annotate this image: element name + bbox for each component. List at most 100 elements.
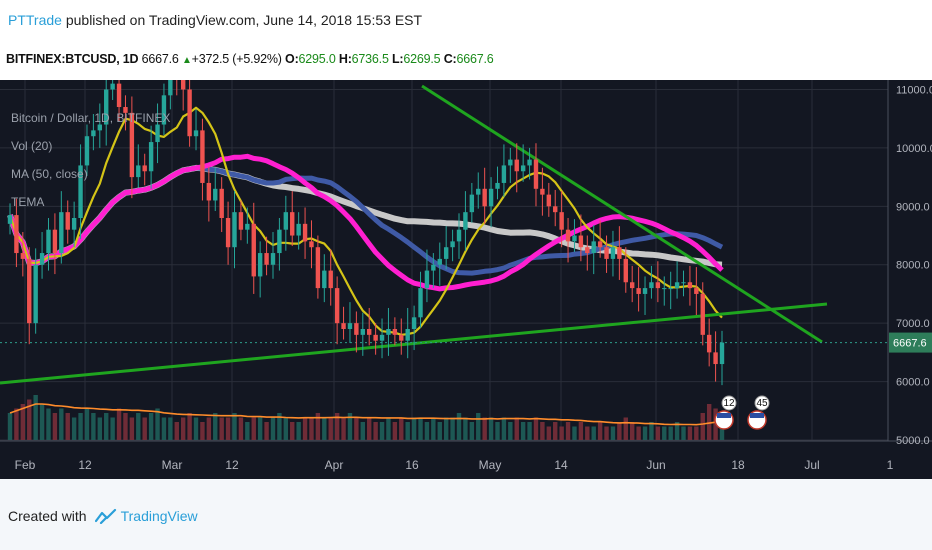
volume-bar	[514, 417, 519, 440]
candle-body	[437, 258, 442, 265]
volume-bar	[482, 417, 487, 440]
candle-body	[540, 188, 545, 195]
candle-body	[187, 89, 192, 137]
volume-bar	[161, 417, 167, 440]
candle-body	[33, 264, 38, 324]
candle-body	[501, 165, 507, 183]
volume-bar	[97, 417, 103, 440]
price-axis-bg	[888, 80, 932, 479]
candle-body	[597, 241, 603, 248]
volume-bar	[649, 422, 654, 440]
volume-bar	[431, 417, 436, 440]
volume-bar	[469, 422, 475, 440]
volume-bar	[302, 417, 308, 440]
volume-bar	[591, 426, 596, 440]
chart-svg[interactable]: 12 45 Bitcoin / Dollar, 1D, BITFINEX Vol …	[0, 45, 932, 479]
candle-body	[514, 159, 519, 172]
volume-bar	[585, 426, 590, 440]
candle-body	[681, 282, 686, 284]
author-link[interactable]: PTTrade	[8, 12, 62, 28]
header-panel: PTTrade published on TradingView.com, Ju…	[0, 0, 932, 80]
tradingview-brand[interactable]: TradingView	[120, 508, 198, 524]
candle-body	[694, 288, 699, 294]
volume-bar	[46, 408, 51, 440]
candle-body	[84, 136, 90, 166]
volume-ma-line	[9, 403, 723, 426]
candle-body	[520, 165, 526, 172]
volume-bar	[681, 426, 686, 440]
candle-body	[559, 212, 564, 230]
candle-body	[668, 288, 673, 290]
candle-body	[168, 66, 173, 96]
candle-body	[674, 282, 680, 289]
volume-bar	[206, 417, 212, 440]
price-tick-label: 6000.0	[896, 377, 930, 389]
volume-bar	[559, 426, 564, 440]
time-tick-label: 1	[887, 458, 894, 472]
volume-bar	[180, 417, 186, 440]
candle-body	[155, 124, 160, 143]
candle-body	[347, 323, 353, 330]
volume-bar	[347, 413, 353, 440]
candle-body	[354, 323, 359, 335]
tradingview-logo-icon	[94, 508, 116, 524]
candle-body	[123, 107, 128, 113]
time-tick-label: Jul	[804, 458, 819, 472]
candle-body	[322, 270, 327, 289]
volume-bar	[418, 417, 423, 440]
low-value: 6269.5	[403, 52, 441, 66]
volume-bar	[373, 422, 378, 440]
candle-body	[424, 270, 430, 289]
volume-bar	[411, 417, 417, 440]
candle-body	[136, 165, 141, 178]
volume-bar	[7, 413, 13, 440]
event-badge-count: 12	[723, 398, 735, 409]
time-tick-label: Feb	[15, 458, 36, 472]
candle-body	[52, 229, 58, 254]
candle-body	[482, 188, 487, 207]
volume-bar	[405, 422, 410, 440]
time-axis-bg	[0, 441, 932, 479]
volume-bar	[694, 426, 699, 440]
candle-body	[238, 212, 244, 230]
candle-body	[463, 212, 468, 230]
candle-body	[65, 212, 70, 230]
candle-body	[508, 159, 513, 166]
volume-bar	[597, 422, 603, 440]
time-tick-label: Apr	[325, 458, 344, 472]
volume-bar	[328, 417, 333, 440]
volume-bar	[136, 413, 141, 440]
candles: 12 45	[7, 45, 770, 430]
volume-bar	[264, 422, 269, 440]
candle-body	[104, 89, 109, 125]
volume-bars	[7, 395, 725, 440]
candle-body	[546, 194, 552, 207]
close-value: 6667.6	[456, 52, 494, 66]
volume-bar	[296, 422, 301, 440]
volume-bar	[629, 422, 635, 440]
event-badge-count: 45	[756, 398, 768, 409]
candle-body	[180, 77, 186, 90]
volume-bar	[110, 417, 115, 440]
created-with-label: Created with	[8, 508, 87, 524]
volume-bar	[565, 422, 571, 440]
volume-bar	[399, 417, 404, 440]
candle-body	[225, 218, 231, 248]
symbol-label: BITFINEX:BTCUSD, 1D	[6, 52, 139, 66]
footer: Created with TradingView	[8, 508, 198, 524]
volume-bar	[245, 422, 250, 440]
candle-body	[713, 352, 718, 365]
volume-bar	[546, 426, 552, 440]
chart-area[interactable]: 12 45 Bitcoin / Dollar, 1D, BITFINEX Vol …	[0, 45, 932, 479]
symbol-line: BITFINEX:BTCUSD, 1D 6667.6 ▲+372.5 (+5.9…	[6, 52, 494, 66]
candle-body	[39, 253, 45, 265]
price-tag-label: 6667.6	[893, 338, 927, 350]
candle-body	[386, 329, 391, 335]
candle-body	[700, 293, 705, 335]
volume-bar	[129, 417, 135, 440]
volume-bar	[578, 422, 584, 440]
open-value: 6295.0	[298, 52, 336, 66]
candle-body	[373, 334, 378, 341]
candle-body	[488, 188, 494, 207]
volume-bar	[450, 417, 455, 440]
